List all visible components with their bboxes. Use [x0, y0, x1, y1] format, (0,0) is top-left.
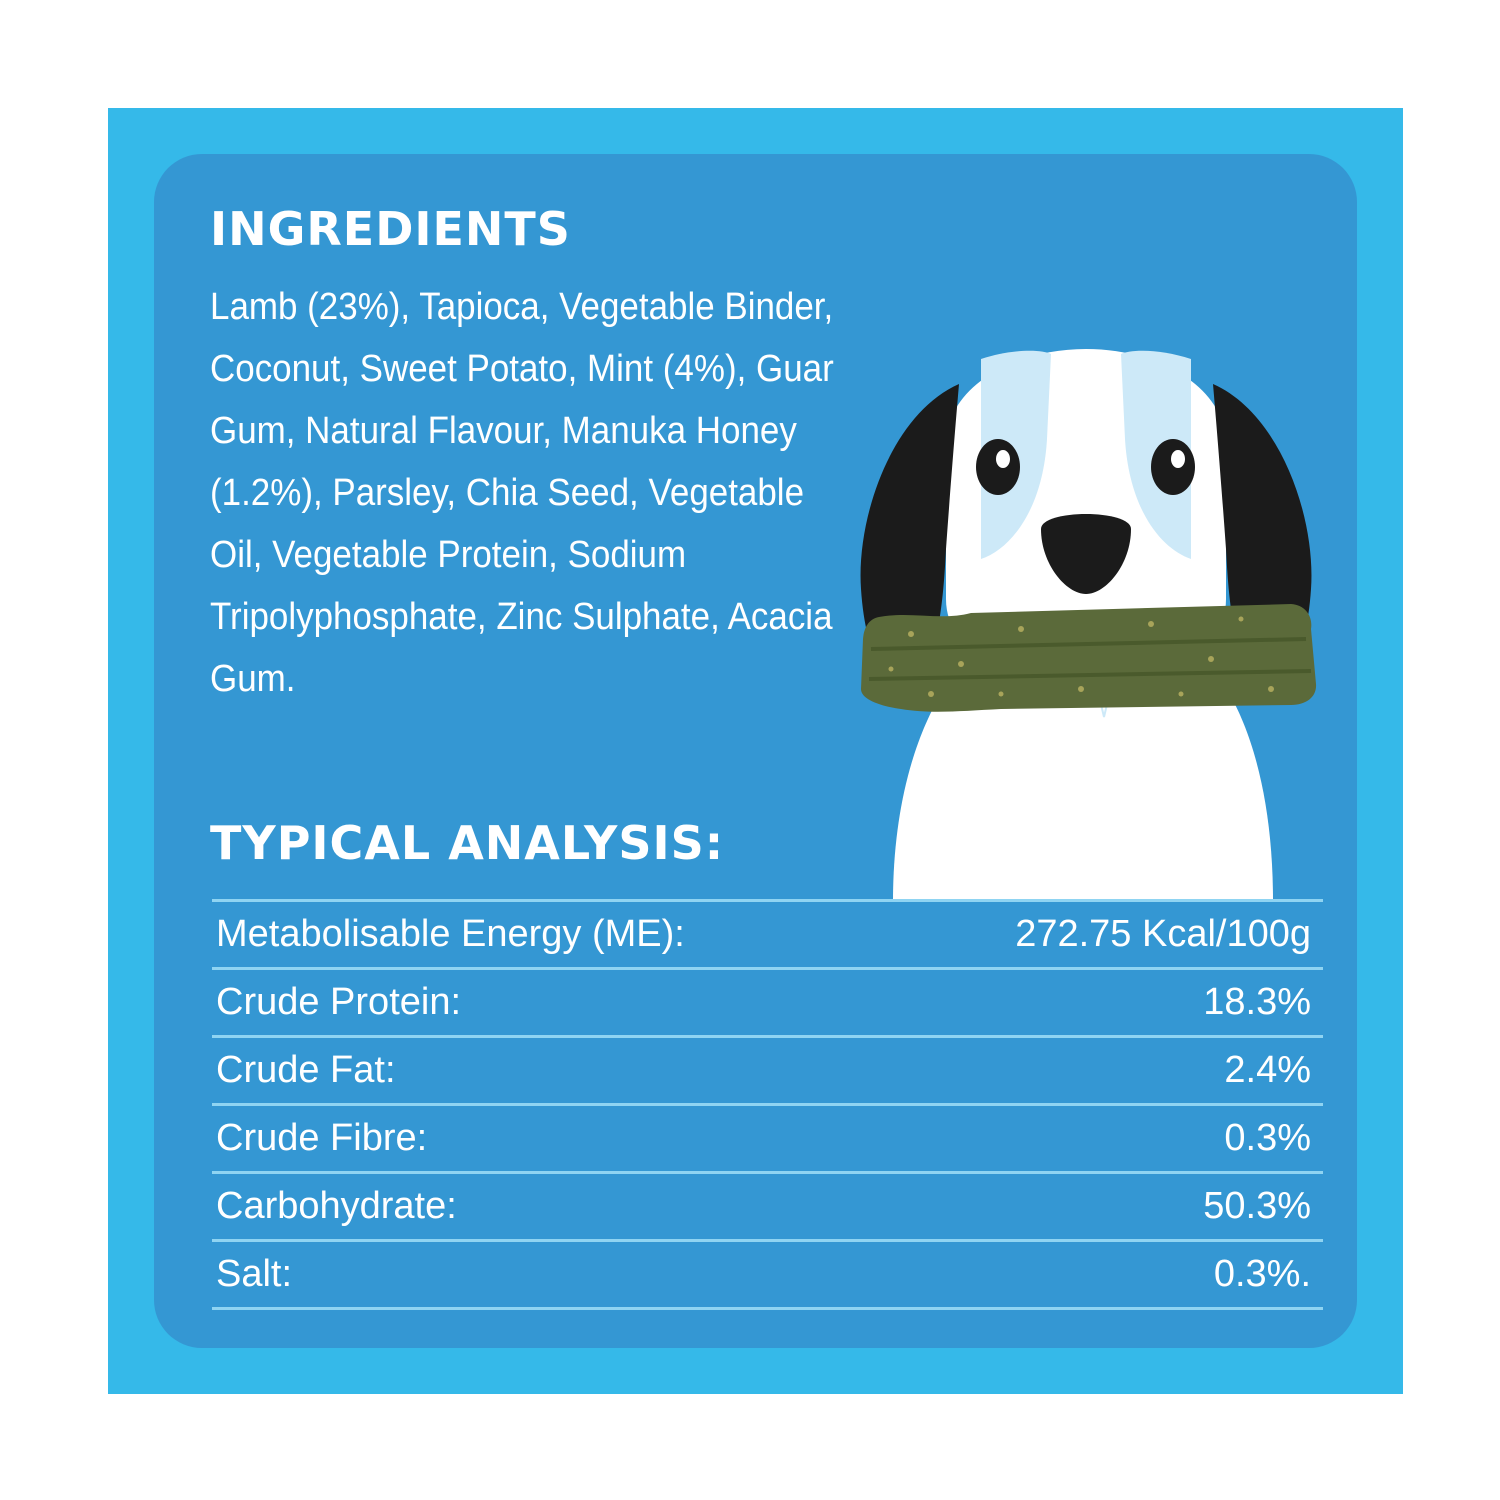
dog-with-dental-stick-icon: [860, 349, 1317, 901]
row-label: Crude Fibre:: [216, 1117, 428, 1159]
analysis-heading: TYPICAL ANALYSIS:: [210, 816, 725, 870]
info-panel: INGREDIENTS Lamb (23%), Tapioca, Vegetab…: [154, 154, 1357, 1348]
row-value: 18.3%: [1203, 981, 1311, 1023]
row-value: 0.3%: [1224, 1117, 1311, 1159]
row-label: Metabolisable Energy (ME):: [216, 913, 685, 955]
row-value: 2.4%: [1224, 1049, 1311, 1091]
row-value: 0.3%.: [1213, 1253, 1311, 1295]
row-label: Crude Protein:: [216, 981, 462, 1023]
outer-frame: INGREDIENTS Lamb (23%), Tapioca, Vegetab…: [108, 108, 1403, 1394]
table-row: Carbohydrate: 50.3%: [212, 1174, 1323, 1242]
analysis-table: Metabolisable Energy (ME): 272.75 Kcal/1…: [212, 899, 1323, 1310]
ingredients-list: Lamb (23%), Tapioca, Vegetable Binder, C…: [210, 286, 834, 700]
row-label: Carbohydrate:: [216, 1185, 457, 1227]
table-row: Salt: 0.3%.: [212, 1242, 1323, 1310]
row-label: Crude Fat:: [216, 1049, 396, 1091]
row-value: 272.75 Kcal/100g: [1015, 913, 1311, 955]
table-row: Crude Fibre: 0.3%: [212, 1106, 1323, 1174]
table-row: Metabolisable Energy (ME): 272.75 Kcal/1…: [212, 902, 1323, 970]
table-row: Crude Protein: 18.3%: [212, 970, 1323, 1038]
table-row: Crude Fat: 2.4%: [212, 1038, 1323, 1106]
row-value: 50.3%: [1203, 1185, 1311, 1227]
row-label: Salt:: [216, 1253, 293, 1295]
ingredients-heading: INGREDIENTS: [210, 202, 571, 256]
